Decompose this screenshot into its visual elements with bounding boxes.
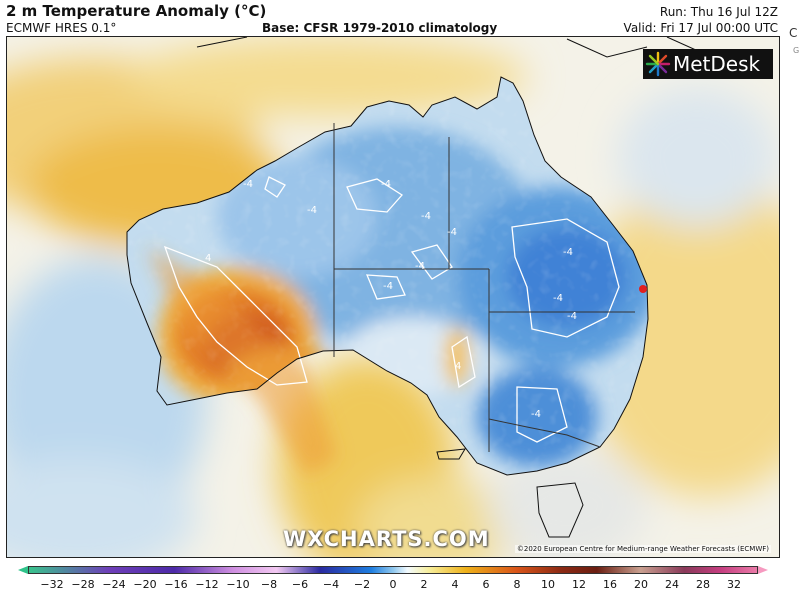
map-canvas: -4 -4 -4 -4 -4 -4 -4 -4 -4 -4 -4 4 4 (7, 37, 779, 557)
legend-tick-label: −12 (195, 578, 219, 591)
contour-label: -4 (531, 409, 541, 420)
legend-tick-label: 8 (513, 578, 521, 591)
model-label: ECMWF HRES 0.1° (6, 21, 117, 35)
anomaly-map[interactable]: -4 -4 -4 -4 -4 -4 -4 -4 -4 -4 -4 4 4 (6, 36, 780, 558)
legend-color-bar (28, 566, 758, 574)
contour-label: 4 (455, 361, 461, 372)
legend-left-arrow-icon (18, 566, 28, 574)
contour-label: -4 (383, 281, 393, 292)
contour-label-group: -4 -4 -4 -4 -4 -4 -4 -4 -4 -4 -4 4 4 (205, 179, 577, 420)
run-time: Run: Thu 16 Jul 12Z (659, 5, 778, 19)
legend-tick-label: −16 (164, 578, 188, 591)
legend-tick-label: 2 (420, 578, 428, 591)
ecmwf-credit: ©2020 European Centre for Medium-range W… (514, 545, 771, 553)
metdesk-logo-icon (645, 51, 671, 77)
clipped-side-text-small: G (793, 46, 800, 55)
legend-tick-label: 32 (727, 578, 741, 591)
legend-tick-label: 16 (603, 578, 617, 591)
legend-tick-label: 24 (665, 578, 679, 591)
contour-label: -4 (415, 261, 425, 272)
location-dot-icon[interactable] (639, 285, 647, 293)
contour-label: -4 (307, 205, 317, 216)
legend-tick-label: 28 (696, 578, 710, 591)
contour-label: -4 (381, 179, 391, 190)
legend-tick-label: −2 (353, 578, 371, 591)
contour-label: -4 (243, 179, 253, 190)
contour-lines (163, 176, 620, 443)
contour-label: -4 (567, 311, 577, 322)
legend-tick-label: −8 (260, 578, 278, 591)
legend-tick-label: −28 (71, 578, 95, 591)
legend-tick-label: −4 (322, 578, 340, 591)
anomaly-field (7, 37, 779, 557)
color-legend: −32 −28 −24 −20 −16 −12 −10 −8 −6 −4 −2 0 2 4 6 8 10 12 16… (16, 564, 770, 596)
chart-title: 2 m Temperature Anomaly (°C) (6, 2, 267, 20)
legend-tick-label: 6 (482, 578, 490, 591)
contour-label: -4 (553, 293, 563, 304)
legend-tick-label: −20 (133, 578, 157, 591)
contour-label: -4 (447, 227, 457, 238)
coastline-tasmania (536, 482, 584, 538)
clipped-side-text: C (789, 26, 798, 40)
legend-right-arrow-icon (758, 566, 768, 574)
legend-tick-label: 12 (572, 578, 586, 591)
legend-tick-label: −6 (291, 578, 309, 591)
coastline-kangaroo-island (436, 448, 466, 460)
legend-tick-label: 20 (634, 578, 648, 591)
legend-tick-label: 0 (389, 578, 397, 591)
wxcharts-watermark: WXCHARTS.COM (283, 527, 490, 551)
coastline-mainland (126, 37, 708, 538)
metdesk-logo[interactable]: MetDesk (643, 49, 773, 79)
legend-tick-label: −24 (102, 578, 126, 591)
legend-tick-label: 10 (541, 578, 555, 591)
contour-label: -4 (563, 247, 573, 258)
contour-label: 4 (205, 253, 211, 264)
metdesk-logo-text: MetDesk (673, 52, 761, 76)
legend-tick-label: −32 (40, 578, 64, 591)
climatology-base: Base: CFSR 1979-2010 climatology (262, 21, 498, 35)
state-borders (333, 123, 635, 452)
contour-label: -4 (421, 211, 431, 222)
valid-time: Valid: Fri 17 Jul 00:00 UTC (623, 21, 778, 35)
legend-tick-label: −10 (226, 578, 250, 591)
legend-tick-label: 4 (451, 578, 459, 591)
